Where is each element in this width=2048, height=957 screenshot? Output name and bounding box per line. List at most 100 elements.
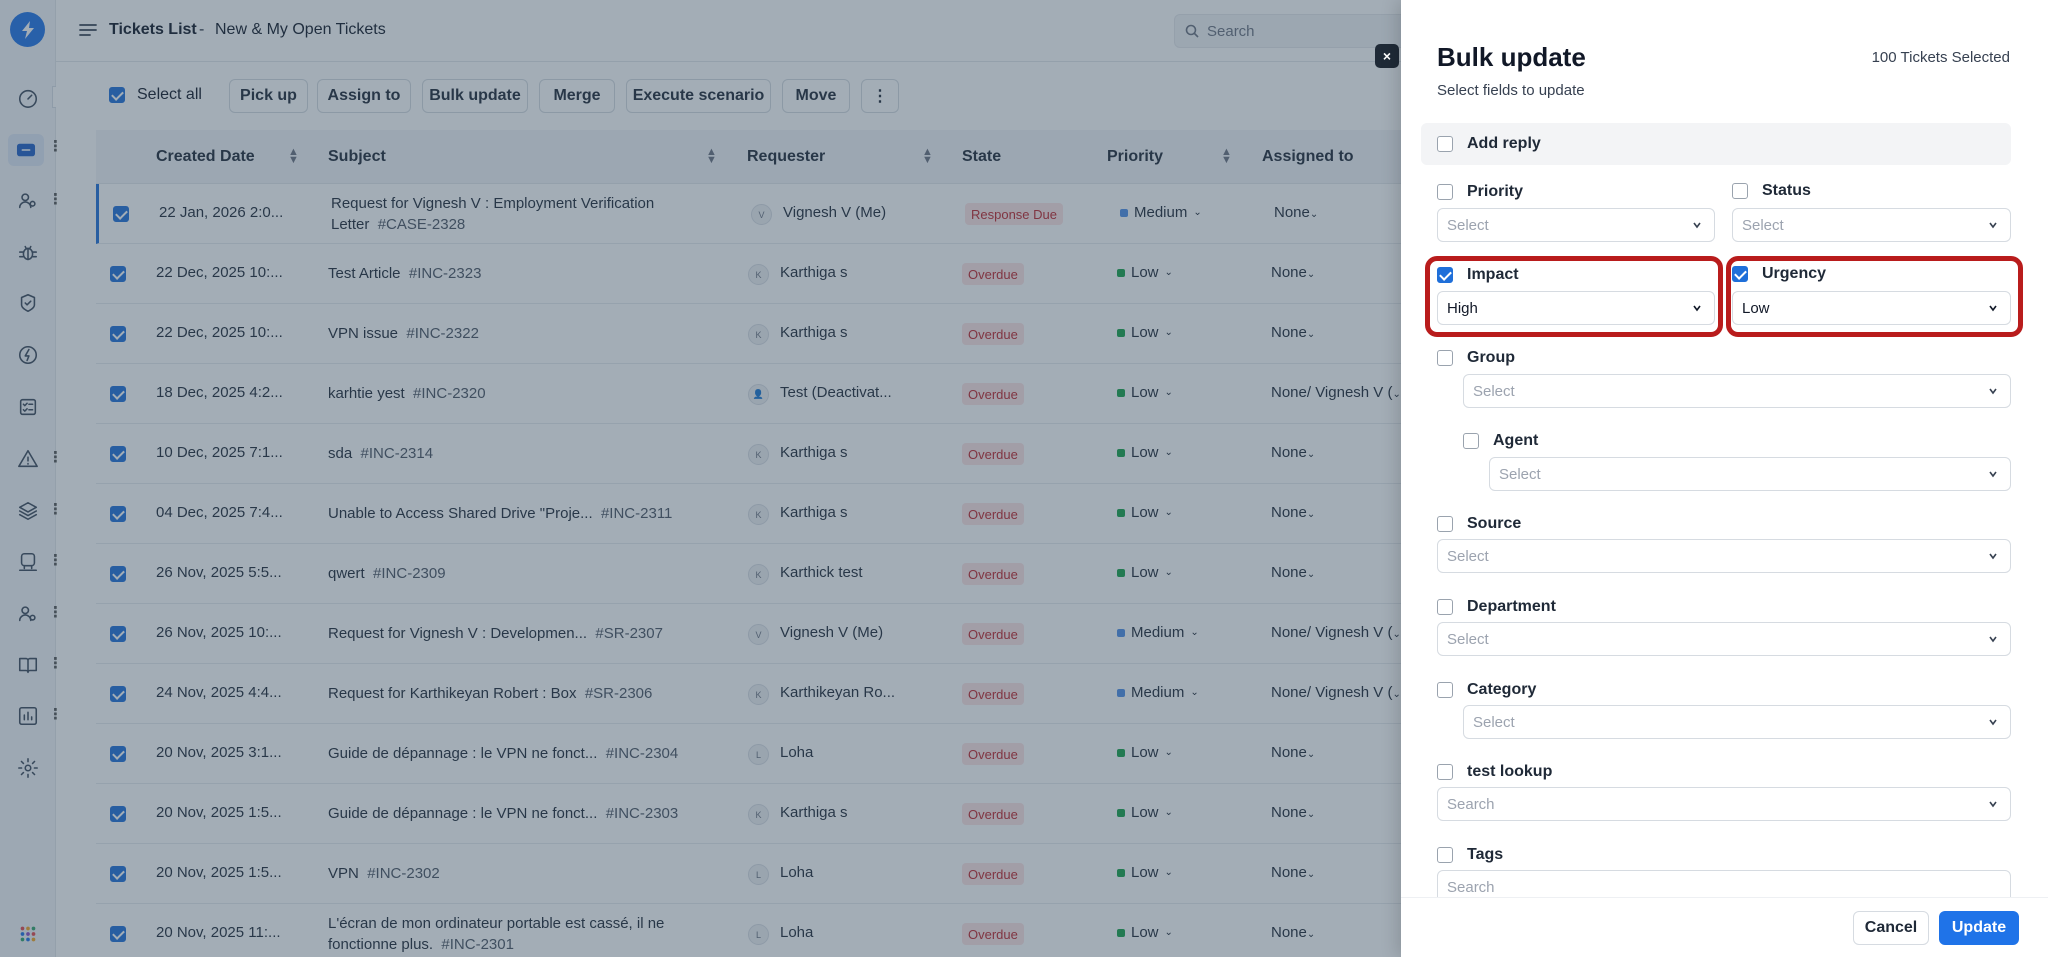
assigned-dropdown[interactable]: None/ Vignesh V (⌄: [1271, 624, 1401, 641]
department-checkbox[interactable]: [1437, 599, 1453, 615]
row-checkbox[interactable]: [110, 686, 126, 702]
ticket-subject[interactable]: L'écran de mon ordinateur portable est c…: [328, 913, 708, 955]
assigned-dropdown[interactable]: None⌄: [1271, 264, 1315, 281]
status-checkbox[interactable]: [1732, 183, 1748, 199]
test-lookup-checkbox[interactable]: [1437, 764, 1453, 780]
assigned-dropdown[interactable]: None⌄: [1271, 504, 1315, 521]
row-checkbox[interactable]: [110, 326, 126, 342]
row-checkbox[interactable]: [110, 386, 126, 402]
priority-dropdown[interactable]: Low ⌄: [1117, 564, 1173, 581]
ticket-subject[interactable]: VPN #INC-2302: [328, 863, 708, 884]
source-checkbox[interactable]: [1437, 516, 1453, 532]
tags-checkbox[interactable]: [1437, 847, 1453, 863]
priority-dropdown[interactable]: Medium ⌄: [1117, 624, 1199, 641]
cancel-button[interactable]: Cancel: [1853, 911, 1929, 945]
priority-dropdown[interactable]: Low ⌄: [1117, 744, 1173, 761]
category-field[interactable]: Category: [1437, 681, 1536, 699]
assigned-dropdown[interactable]: None⌄: [1271, 924, 1315, 941]
priority-dropdown[interactable]: Low ⌄: [1117, 864, 1173, 881]
apps-grid-icon[interactable]: [14, 920, 42, 948]
impact-field[interactable]: Impact: [1437, 266, 1519, 284]
column-requester[interactable]: Requester: [747, 148, 826, 165]
assigned-dropdown[interactable]: None⌄: [1271, 804, 1315, 821]
bulk-update-button[interactable]: Bulk update: [422, 79, 528, 113]
ticket-subject[interactable]: Request for Karthikeyan Robert : Box #SR…: [328, 683, 708, 704]
sort-icon[interactable]: ▲ ▼: [288, 146, 299, 166]
more-actions-button[interactable]: ⋮: [861, 79, 899, 113]
row-checkbox[interactable]: [113, 206, 129, 222]
ticket-subject[interactable]: Guide de dépannage : le VPN ne fonct... …: [328, 743, 708, 764]
sort-icon[interactable]: ▲ ▼: [922, 146, 933, 166]
group-checkbox[interactable]: [1437, 350, 1453, 366]
reports-icon[interactable]: [14, 702, 42, 730]
group-select[interactable]: Select: [1463, 374, 2011, 408]
problems-icon[interactable]: [14, 445, 42, 473]
select-all[interactable]: Select all: [109, 86, 202, 104]
hamburger-menu-icon[interactable]: [78, 20, 98, 45]
ticket-subject[interactable]: Guide de dépannage : le VPN ne fonct... …: [328, 803, 708, 824]
assigned-dropdown[interactable]: None/ Vignesh V (⌄: [1271, 684, 1401, 701]
agent-field[interactable]: Agent: [1463, 432, 1538, 450]
assigned-dropdown[interactable]: None⌄: [1274, 204, 1318, 221]
logo-bolt-icon[interactable]: [10, 12, 45, 47]
select-all-checkbox[interactable]: [109, 87, 125, 103]
impact-select[interactable]: High: [1437, 291, 1715, 325]
view-name[interactable]: New & My Open Tickets: [215, 21, 386, 38]
tags-field[interactable]: Tags: [1437, 846, 1503, 864]
update-button[interactable]: Update: [1939, 911, 2019, 945]
assigned-dropdown[interactable]: None⌄: [1271, 864, 1315, 881]
priority-dropdown[interactable]: Medium ⌄: [1120, 204, 1202, 221]
test-lookup-field[interactable]: test lookup: [1437, 763, 1552, 781]
requester-name[interactable]: Vignesh V (Me): [780, 624, 884, 641]
add-reply-checkbox[interactable]: [1437, 136, 1453, 152]
ticket-subject[interactable]: Request for Vignesh V : Employment Verif…: [331, 193, 711, 235]
priority-dropdown[interactable]: Low ⌄: [1117, 924, 1173, 941]
add-reply-section[interactable]: Add reply: [1421, 123, 2011, 165]
requester-name[interactable]: Karthikeyan Ro...: [780, 684, 896, 701]
assigned-dropdown[interactable]: None⌄: [1271, 444, 1315, 461]
assign-to-button[interactable]: Assign to: [317, 79, 411, 113]
priority-dropdown[interactable]: Low ⌄: [1117, 324, 1173, 341]
column-assigned-to[interactable]: Assigned to: [1262, 148, 1354, 165]
sort-icon[interactable]: ▲ ▼: [1221, 146, 1232, 166]
priority-checkbox[interactable]: [1437, 184, 1453, 200]
assigned-dropdown[interactable]: None/ Vignesh V (⌄: [1271, 384, 1401, 401]
row-checkbox[interactable]: [110, 626, 126, 642]
assigned-dropdown[interactable]: None⌄: [1271, 324, 1315, 341]
ticket-subject[interactable]: Unable to Access Shared Drive "Proje... …: [328, 503, 708, 524]
urgency-field[interactable]: Urgency: [1732, 265, 1826, 283]
ticket-subject[interactable]: sda #INC-2314: [328, 443, 708, 464]
urgency-select[interactable]: Low: [1732, 291, 2011, 325]
tickets-icon[interactable]: [8, 134, 44, 166]
ticket-subject[interactable]: Request for Vignesh V : Developmen... #S…: [328, 623, 708, 644]
requester-name[interactable]: Karthiga s: [780, 444, 848, 461]
priority-dropdown[interactable]: Low ⌄: [1117, 384, 1173, 401]
row-checkbox[interactable]: [110, 806, 126, 822]
knowledge-icon[interactable]: [14, 651, 42, 679]
department-field[interactable]: Department: [1437, 598, 1556, 616]
requester-name[interactable]: Loha: [780, 924, 814, 941]
impact-checkbox[interactable]: [1437, 267, 1453, 283]
ticket-subject[interactable]: karhtie yest #INC-2320: [328, 383, 708, 404]
contacts-icon[interactable]: [14, 187, 42, 215]
merge-button[interactable]: Merge: [539, 79, 615, 113]
requester-name[interactable]: Loha: [780, 864, 814, 881]
assigned-dropdown[interactable]: None⌄: [1271, 744, 1315, 761]
ticket-subject[interactable]: VPN issue #INC-2322: [328, 323, 708, 344]
changes-icon[interactable]: [14, 341, 42, 369]
execute-scenario-button[interactable]: Execute scenario: [626, 79, 771, 113]
sort-icon[interactable]: ▲ ▼: [706, 146, 717, 166]
ticket-subject[interactable]: Test Article #INC-2323: [328, 263, 708, 284]
agent-select[interactable]: Select: [1489, 457, 2011, 491]
bug-icon[interactable]: [14, 239, 42, 267]
agent-checkbox[interactable]: [1463, 433, 1479, 449]
row-checkbox[interactable]: [110, 566, 126, 582]
priority-dropdown[interactable]: Low ⌄: [1117, 804, 1173, 821]
priority-field[interactable]: Priority: [1437, 183, 1523, 201]
add-reply-field[interactable]: Add reply: [1437, 135, 1541, 153]
priority-dropdown[interactable]: Medium ⌄: [1117, 684, 1199, 701]
close-drawer-button[interactable]: ×: [1375, 44, 1399, 68]
assigned-dropdown[interactable]: None⌄: [1271, 564, 1315, 581]
group-field[interactable]: Group: [1437, 349, 1515, 367]
priority-select[interactable]: Select: [1437, 208, 1715, 242]
